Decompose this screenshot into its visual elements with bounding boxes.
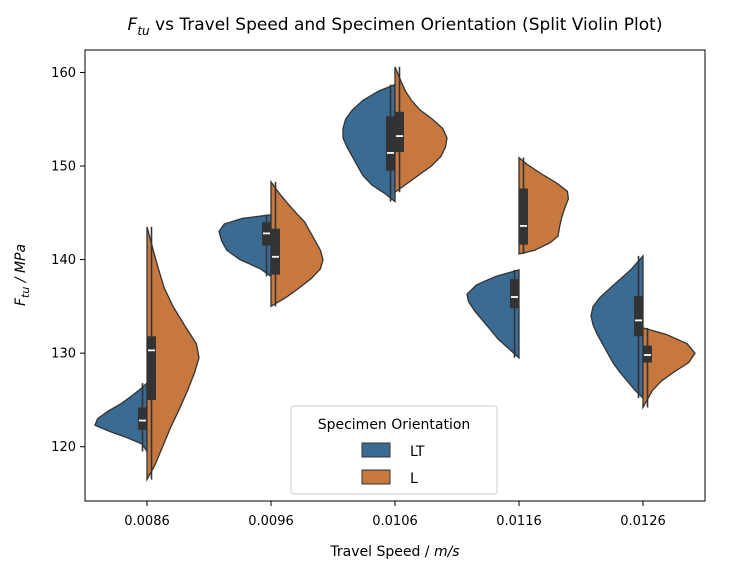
iqr-box-lt-0.0106 bbox=[386, 116, 395, 171]
iqr-box-l-0.0116 bbox=[519, 188, 528, 245]
violin-l-0.0116 bbox=[518, 156, 570, 255]
y-tick-label: 150 bbox=[51, 160, 76, 175]
y-tick-label: 160 bbox=[51, 66, 76, 81]
legend: Specimen Orientation LT L bbox=[290, 405, 498, 495]
legend-swatch-lt bbox=[361, 442, 391, 458]
y-tick-label: 140 bbox=[51, 253, 76, 268]
y-tick-label: 120 bbox=[51, 440, 76, 455]
y-axis-label: Ftu / MPa bbox=[13, 244, 32, 306]
iqr-box-lt-0.0116 bbox=[510, 279, 519, 309]
iqr-box-l-0.0106 bbox=[395, 111, 404, 152]
violin-lt-0.0116 bbox=[466, 269, 520, 360]
y-axis: 120 130 140 150 160 bbox=[51, 66, 85, 455]
violin-lt-0.0126 bbox=[590, 254, 644, 400]
iqr-box-lt-0.0086 bbox=[138, 407, 147, 430]
x-tick-label: 0.0116 bbox=[496, 514, 542, 529]
y-tick-label: 130 bbox=[51, 347, 76, 362]
legend-label-lt: LT bbox=[410, 444, 425, 460]
x-tick-label: 0.0126 bbox=[620, 514, 666, 529]
violin-l-0.0106 bbox=[394, 66, 448, 194]
plot-area bbox=[94, 66, 696, 482]
violin-l-0.0096 bbox=[270, 179, 324, 308]
violin-lt-0.0096 bbox=[218, 213, 272, 278]
iqr-box-l-0.0126 bbox=[643, 345, 652, 363]
x-tick-label: 0.0106 bbox=[372, 514, 418, 529]
legend-swatch-l bbox=[361, 469, 391, 485]
legend-title: Specimen Orientation bbox=[318, 417, 471, 433]
x-tick-label: 0.0086 bbox=[124, 514, 170, 529]
violin-lt-0.0106 bbox=[342, 83, 396, 203]
iqr-box-l-0.0096 bbox=[271, 228, 280, 275]
x-tick-label: 0.0096 bbox=[248, 514, 294, 529]
legend-label-l: L bbox=[410, 471, 418, 487]
x-axis-label: Travel Speed / m/s bbox=[329, 544, 459, 560]
chart-title: Ftu vs Travel Speed and Specimen Orienta… bbox=[128, 15, 663, 38]
violin-l-0.0086 bbox=[146, 226, 200, 482]
x-axis: 0.0086 0.0096 0.0106 0.0116 0.0126 bbox=[124, 501, 666, 529]
violin-l-0.0126 bbox=[642, 327, 696, 410]
legend-frame bbox=[290, 405, 498, 495]
iqr-box-l-0.0086 bbox=[147, 336, 156, 400]
iqr-box-lt-0.0126 bbox=[634, 296, 643, 337]
